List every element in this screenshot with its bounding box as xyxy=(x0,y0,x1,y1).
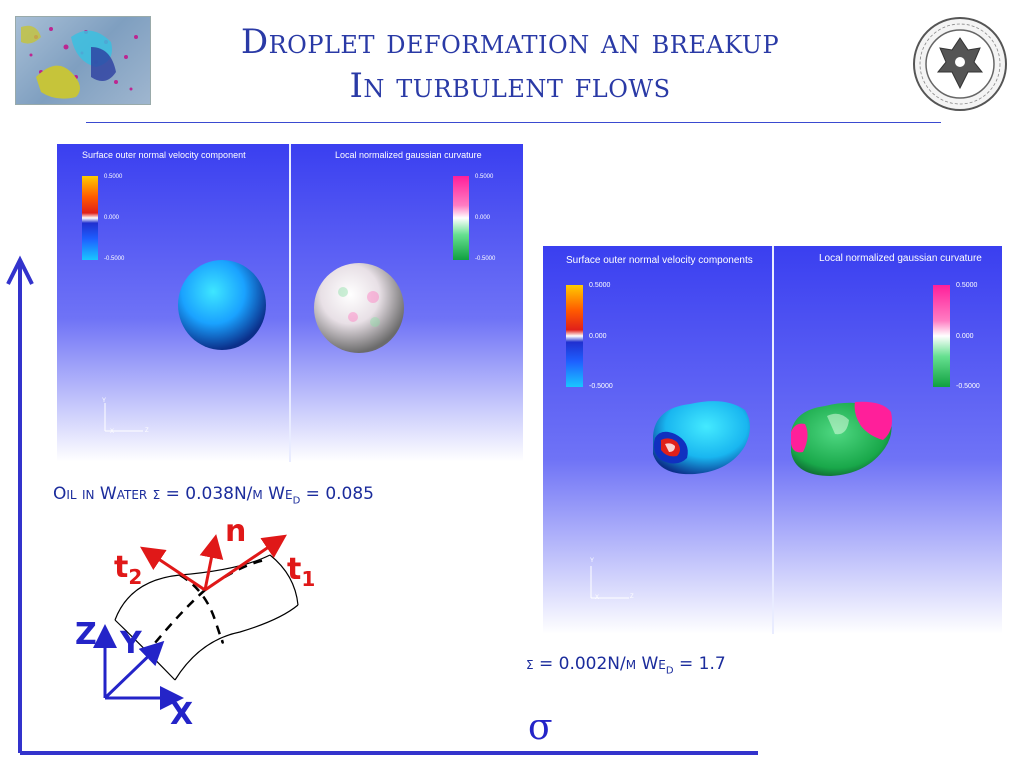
velocity-scale-max: 0.5000 xyxy=(104,174,123,180)
axis-label-y-large: Y xyxy=(590,558,595,564)
simulation-panel-small: Surface outer normal velocity component … xyxy=(57,144,523,462)
droplet-curvature-sphere xyxy=(313,262,405,354)
caption-oil-in-water: Oil in Water σ = 0.038N/m WeD = 0.085 xyxy=(53,484,374,506)
caption-left-value: = 0.085 xyxy=(300,484,375,504)
curvature-colorbar xyxy=(453,176,469,260)
velocity-scale-min: -0.5000 xyxy=(104,256,125,262)
axis-label-x-small: X xyxy=(110,429,115,435)
panel-title-curvature: Local normalized gaussian curvature xyxy=(335,150,482,160)
curvature-scale-mid: 0.000 xyxy=(475,215,491,221)
axis-triad-small xyxy=(99,397,159,437)
surface-frame-diagram xyxy=(70,520,350,735)
axis-label-y-small: Y xyxy=(102,398,107,404)
caption-left-text: Oil in Water σ = 0.038N/m We xyxy=(53,484,293,504)
axis-label-z-small: Z xyxy=(145,428,149,434)
caption-left-subscript: D xyxy=(292,495,301,507)
curvature-scale-min: -0.5000 xyxy=(475,256,496,262)
droplet-velocity-sphere xyxy=(177,259,267,351)
velocity-scale-mid: 0.000 xyxy=(104,215,120,221)
tangent-1-letter: t xyxy=(287,552,302,587)
caption-right-text: σ = 0.002N/m We xyxy=(526,654,666,674)
sigma-axis-arrows xyxy=(0,250,780,765)
deformed-droplet-curvature xyxy=(787,396,895,480)
title-line-2: In turbulent flows xyxy=(349,66,671,106)
tangent-1-label: t1 xyxy=(287,552,315,591)
curvature-colorbar-large xyxy=(933,285,950,387)
university-seal xyxy=(912,16,1008,112)
velocity-colorbar xyxy=(82,176,98,260)
tangent-2-letter: t xyxy=(114,550,129,585)
caption-right-value: = 1.7 xyxy=(673,654,726,674)
header-divider xyxy=(86,122,941,123)
axis-triad-large xyxy=(585,558,645,604)
curvature-scale-min-large: -0.5000 xyxy=(956,383,980,390)
sigma-axis-label: σ xyxy=(528,707,553,748)
frame-axis-y-label: Y xyxy=(120,626,142,661)
slide-title: Droplet deformation an breakup In turbul… xyxy=(150,20,870,108)
curvature-scale-max: 0.5000 xyxy=(475,174,494,180)
caption-right-subscript: D xyxy=(665,665,674,677)
curvature-scale-mid-large: 0.000 xyxy=(956,333,974,340)
panel-separator-large xyxy=(772,246,774,634)
axis-label-z-large: Z xyxy=(630,594,634,600)
velocity-scale-max-large: 0.5000 xyxy=(589,282,611,289)
frame-axis-x-label: X xyxy=(170,697,194,732)
velocity-scale-mid-large: 0.000 xyxy=(589,333,607,340)
panel-separator xyxy=(289,144,291,462)
normal-vector-label: n xyxy=(225,514,247,549)
panel-title-velocity: Surface outer normal velocity component xyxy=(82,150,246,160)
velocity-colorbar-large xyxy=(566,285,583,387)
velocity-scale-min-large: -0.5000 xyxy=(589,383,613,390)
frame-axis-z-label: Z xyxy=(75,617,97,652)
simulation-thumbnail xyxy=(15,16,151,105)
simulation-panel-large: Surface outer normal velocity components… xyxy=(543,246,1002,634)
tangent-2-subscript: 2 xyxy=(128,565,143,589)
axis-label-x-large: X xyxy=(595,595,600,601)
tangent-2-label: t2 xyxy=(114,550,142,589)
tangent-1-subscript: 1 xyxy=(301,567,316,591)
caption-low-tension: σ = 0.002N/m WeD = 1.7 xyxy=(526,654,726,676)
deformed-droplet-velocity xyxy=(645,396,753,478)
title-line-1: Droplet deformation an breakup xyxy=(240,22,780,62)
curvature-scale-max-large: 0.5000 xyxy=(956,282,978,289)
panel-title-velocity-large: Surface outer normal velocity components xyxy=(566,255,753,266)
panel-title-curvature-large: Local normalized gaussian curvature xyxy=(819,253,982,264)
